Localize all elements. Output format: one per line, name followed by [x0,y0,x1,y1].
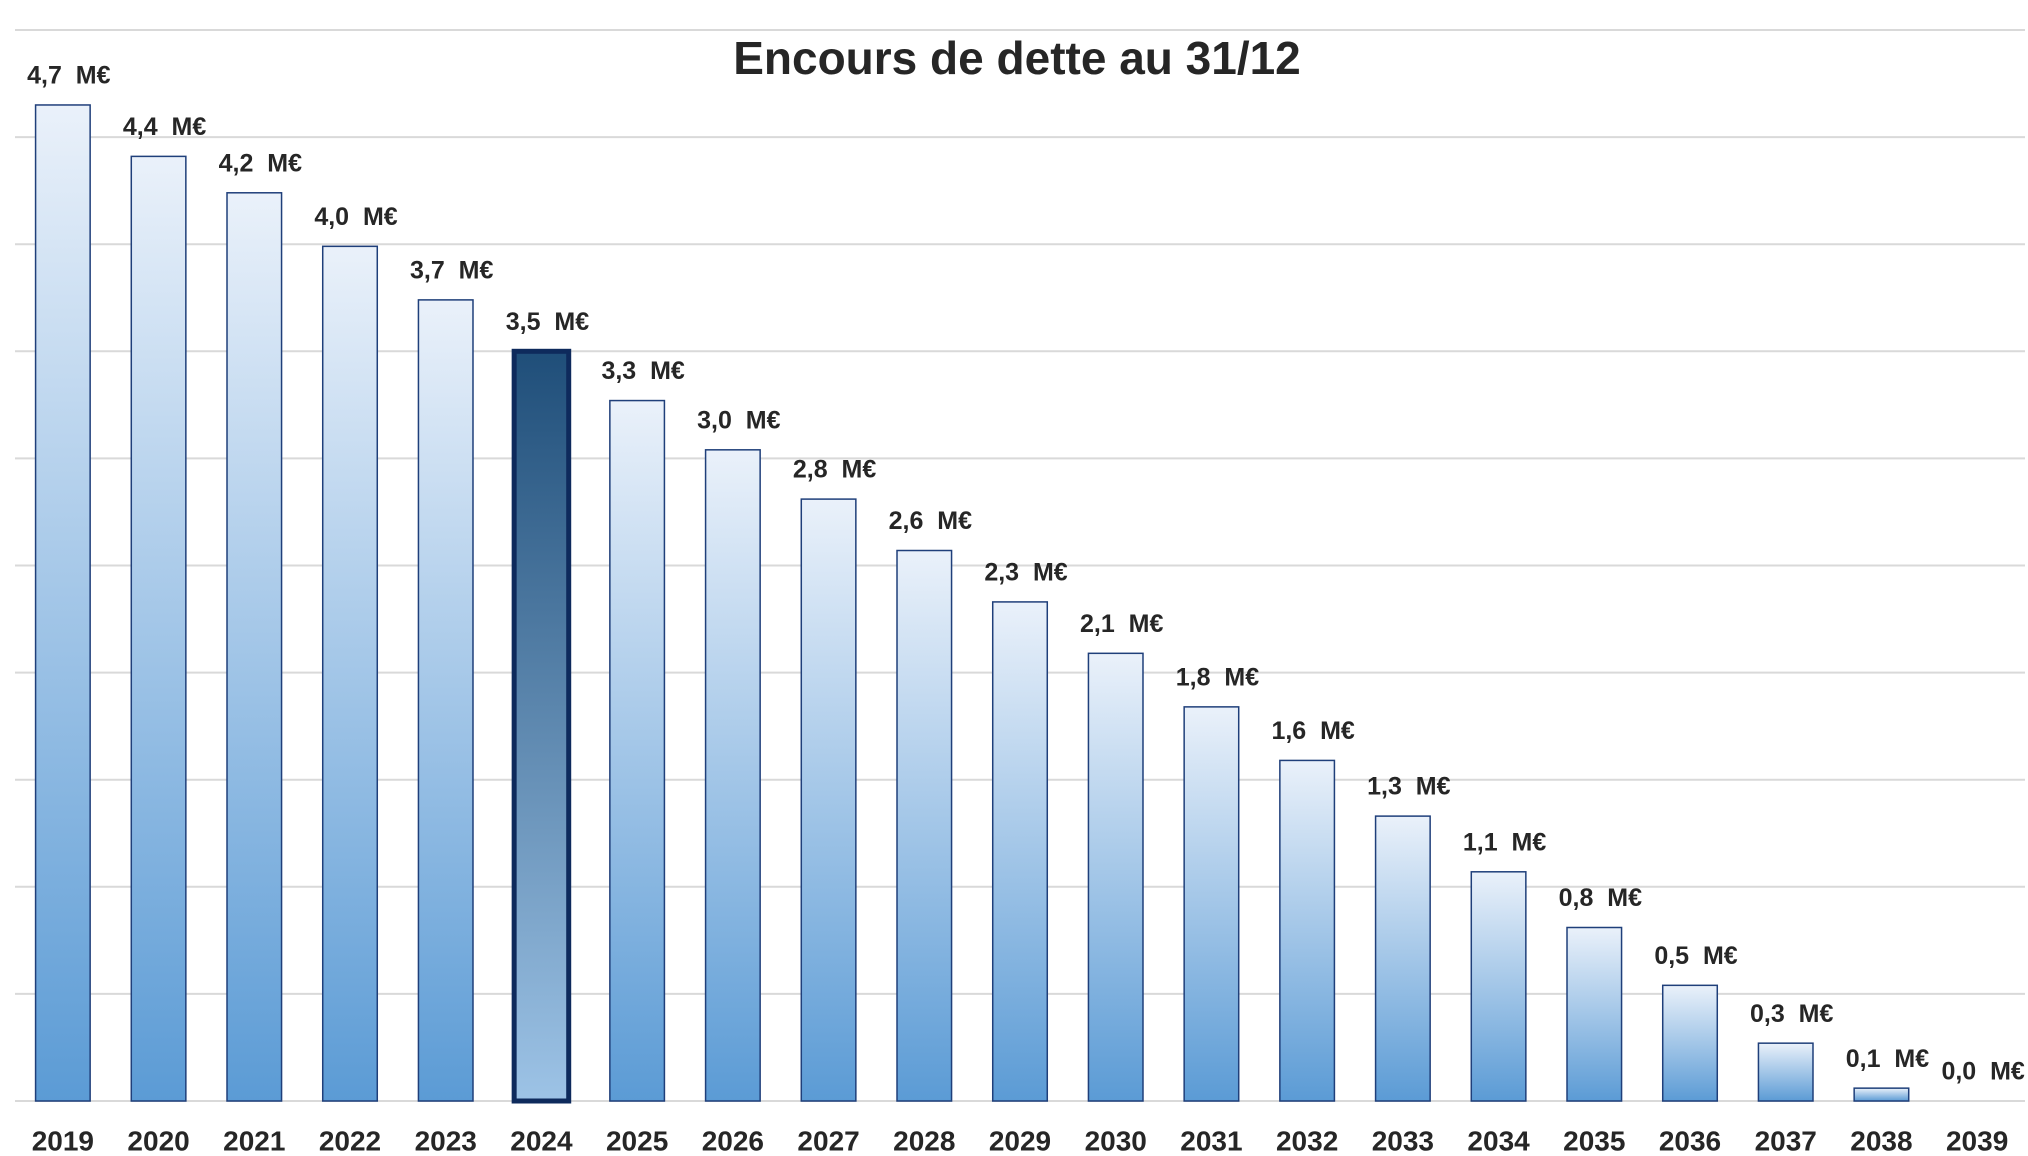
value-label: 2,8 M€ [793,456,876,484]
value-label: 1,6 M€ [1271,717,1354,745]
value-label: 2,6 M€ [889,507,972,535]
bar [226,192,283,1102]
value-label: 3,3 M€ [601,357,684,385]
x-tick-label: 2025 [606,1125,668,1156]
bar [1853,1087,1910,1102]
bar [417,299,474,1102]
bar [130,155,187,1102]
value-label: 0,0 M€ [1941,1058,2024,1086]
bar [1566,926,1623,1102]
x-tick-label: 2022 [319,1125,381,1156]
x-tick-label: 2030 [1085,1125,1147,1156]
x-tick-label: 2038 [1850,1125,1912,1156]
x-tick-label: 2033 [1372,1125,1434,1156]
value-label: 2,1 M€ [1080,610,1163,638]
bar [991,601,1049,1102]
x-tick-label: 2020 [127,1125,189,1156]
bar [1279,759,1336,1102]
x-tick-label: 2024 [510,1125,573,1156]
x-tick-label: 2027 [797,1125,859,1156]
x-tick-label: 2032 [1276,1125,1338,1156]
value-label: 3,0 M€ [697,406,780,434]
bar [609,399,666,1102]
x-tick-label: 2028 [893,1125,955,1156]
value-label: 1,8 M€ [1176,663,1259,691]
value-label: 0,3 M€ [1750,1000,1833,1028]
chart-title: Encours de dette au 31/12 [733,32,1301,84]
x-tick-label: 2039 [1946,1125,2008,1156]
bar [511,348,572,1104]
value-label: 2,3 M€ [984,559,1067,587]
bar [1183,706,1240,1102]
bar [800,498,857,1102]
value-label: 1,3 M€ [1367,773,1450,801]
value-label: 0,8 M€ [1559,884,1642,912]
value-label: 3,5 M€ [506,308,589,336]
x-tick-label: 2023 [415,1125,477,1156]
bar [321,245,379,1102]
x-tick-label: 2019 [32,1125,94,1156]
bar [34,104,91,1102]
value-label: 0,5 M€ [1654,942,1737,970]
value-label: 4,0 M€ [314,203,397,231]
x-tick-label: 2029 [989,1125,1051,1156]
bar [1470,871,1527,1102]
x-tick-label: 2021 [223,1125,285,1156]
bar [1374,815,1431,1102]
x-tick-label: 2037 [1755,1125,1817,1156]
bar [704,449,761,1102]
bar [1087,652,1144,1102]
x-tick-label: 2035 [1563,1125,1625,1156]
value-label: 4,4 M€ [123,113,206,141]
bar [896,549,953,1102]
value-label: 4,7 M€ [27,62,110,90]
value-label: 3,7 M€ [410,257,493,285]
value-label: 1,1 M€ [1463,828,1546,856]
bar [1757,1042,1814,1102]
x-tick-label: 2034 [1467,1125,1530,1156]
x-tick-label: 2031 [1180,1125,1242,1156]
x-tick-label: 2036 [1659,1125,1721,1156]
x-tick-label: 2026 [702,1125,764,1156]
bar [1661,984,1719,1102]
value-label: 4,2 M€ [219,149,302,177]
value-label: 0,1 M€ [1846,1045,1929,1073]
